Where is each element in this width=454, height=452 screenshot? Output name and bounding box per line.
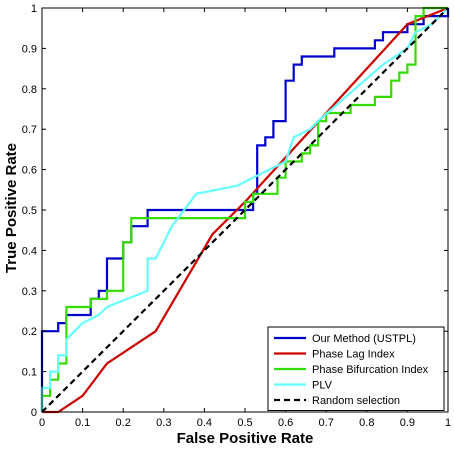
- x-tick-label: 1: [445, 417, 451, 429]
- legend-entry: Random selection: [312, 395, 400, 407]
- y-tick-label: 0.9: [22, 43, 37, 55]
- legend: Our Method (USTPL) Phase Lag Index Phase B…: [267, 326, 445, 411]
- x-axis-label: False Positive Rate: [177, 430, 314, 447]
- y-tick-label: 0.1: [22, 367, 37, 379]
- x-tick-label: 0.3: [156, 417, 171, 429]
- legend-entry: Phase Bifurcation Index: [312, 364, 429, 376]
- x-tick-label: 0.2: [116, 417, 131, 429]
- y-tick-label: 0.3: [22, 286, 37, 298]
- y-tick-label: 0: [31, 407, 37, 419]
- x-tick-label: 0.4: [197, 417, 212, 429]
- x-tick-label: 0.1: [75, 417, 90, 429]
- x-tick-label: 0.8: [359, 417, 374, 429]
- plot-area: [40, 6, 450, 414]
- x-tick-label: 0.6: [278, 417, 293, 429]
- x-tick-label: 0.9: [400, 417, 415, 429]
- y-tick-label: 0.8: [22, 84, 37, 96]
- axes: 0 0.1 0.2 0.3 0.4 0.5 0.6 0.7 0.8 0.9 1 0 0.1 0.2 0.3 0…: [22, 3, 451, 429]
- legend-entry: Our Method (USTPL): [312, 333, 416, 345]
- y-tick-label: 0.4: [22, 245, 37, 257]
- series-line-5: [41, 7, 449, 413]
- x-tick-label: 0.5: [237, 417, 252, 429]
- y-tick-label: 0.6: [22, 165, 37, 177]
- y-tick-label: 0.5: [22, 205, 37, 217]
- series-line-4: [40, 7, 449, 412]
- y-tick-label: 1: [31, 3, 37, 15]
- x-tick-label: 0: [39, 417, 45, 429]
- y-tick-label: 0.7: [22, 124, 37, 136]
- legend-entry: PLV: [312, 380, 333, 392]
- series-line-2: [42, 6, 449, 414]
- y-tick-label: 0.2: [22, 326, 37, 338]
- y-axis-label: True Positive Rate: [3, 143, 20, 273]
- x-tick-label: 0.7: [319, 417, 334, 429]
- legend-entry: Phase Lag Index: [312, 349, 395, 361]
